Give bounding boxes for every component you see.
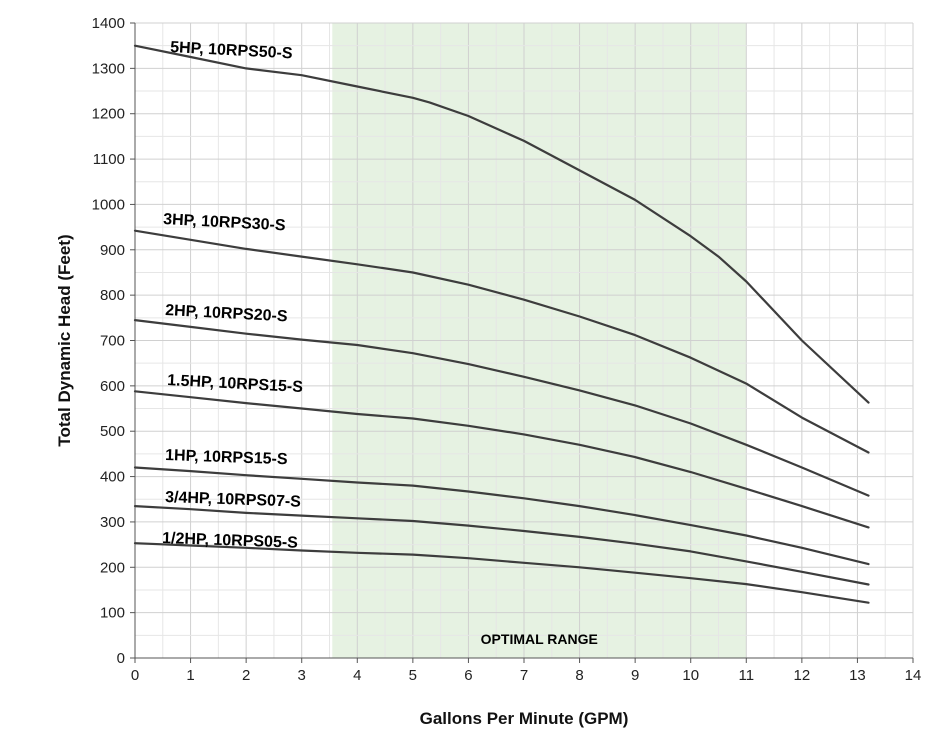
x-tick-label: 5 [409,667,417,684]
x-tick-label: 10 [682,667,699,684]
y-tick-label: 1400 [92,15,125,32]
series-line [133,44,870,404]
series-label: 2HP, 10RPS20-S [165,302,288,325]
y-tick-label: 1100 [93,151,125,168]
y-tick-label: 1200 [92,106,125,123]
x-tick-label: 0 [131,667,139,684]
x-tick-label: 7 [520,667,528,684]
series-labels: 5HP, 10RPS50-S 3HP, 10RPS30-S 2HP, 10RPS20… [162,39,304,552]
x-tick-label: 11 [738,667,754,684]
series-lines [133,44,870,604]
y-tick-label: 0 [117,650,125,667]
series-line [133,319,870,497]
y-tick-label: 100 [100,605,125,622]
x-tick-label: 1 [186,667,194,684]
x-tick-label: 14 [905,667,922,684]
axes: 0 1 2 3 4 5 6 7 8 9 10 11 12 13 1401002003004005006007… [92,15,922,684]
y-tick-label: 600 [100,378,125,395]
series-line [133,542,870,604]
y-tick-label: 1300 [92,60,125,77]
y-tick-label: 1000 [92,196,125,213]
y-tick-label: 400 [100,469,125,486]
x-tick-label: 2 [242,667,250,684]
series-label: 3/4HP, 10RPS07-S [165,489,302,511]
series-label: 1HP, 10RPS15-S [165,447,288,468]
series-label: 5HP, 10RPS50-S [170,39,293,62]
x-tick-label: 6 [464,667,472,684]
y-tick-label: 300 [100,514,125,531]
y-tick-label: 700 [100,333,125,350]
x-tick-label: 8 [575,667,583,684]
series-line [133,229,870,454]
series-line [133,390,870,529]
x-tick-label: 4 [353,667,361,684]
x-tick-label: 3 [298,667,306,684]
x-tick-label: 12 [794,667,811,684]
x-tick-label: 9 [631,667,639,684]
y-tick-label: 800 [100,287,125,304]
optimal-range-label: OPTIMAL RANGE [481,631,598,647]
x-axis-title: Gallons Per Minute (GPM) [420,709,629,728]
y-tick-label: 900 [100,242,125,259]
y-tick-label: 200 [100,559,125,576]
series-label: 3HP, 10RPS30-S [163,211,286,234]
series-label: 1/2HP, 10RPS05-S [162,530,299,552]
x-tick-label: 13 [849,667,866,684]
series-line [133,466,870,566]
series-line [133,505,870,586]
y-tick-label: 500 [100,423,125,440]
y-axis-title: Total Dynamic Head (Feet) [55,234,74,446]
